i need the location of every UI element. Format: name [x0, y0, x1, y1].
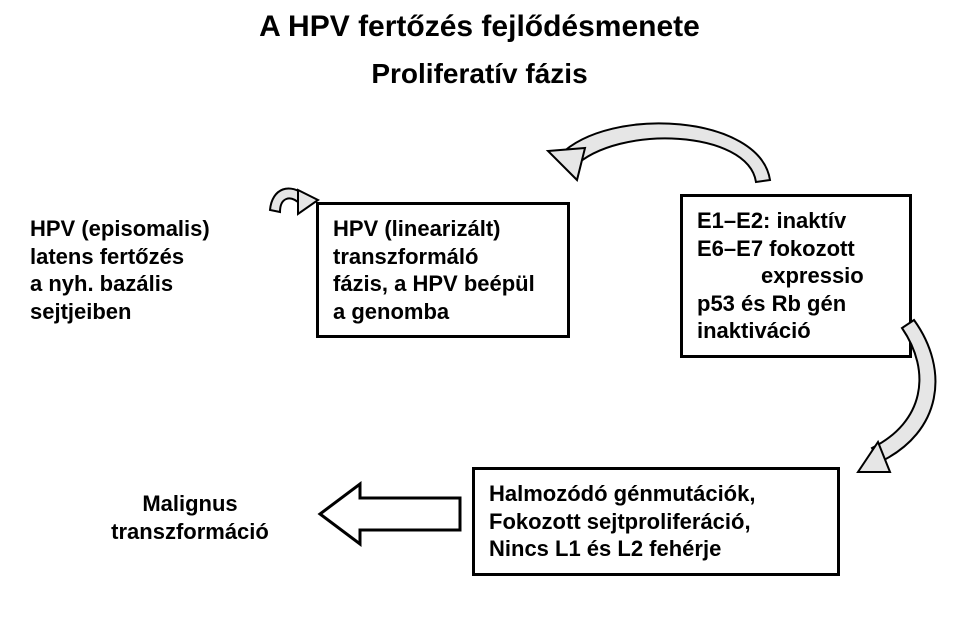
text-line-indent: expressio [697, 262, 895, 290]
text-line: fázis, a HPV beépül [333, 271, 535, 296]
text-line: E6–E7 fokozott [697, 236, 855, 261]
text-line: inaktiváció [697, 318, 811, 343]
text-line: latens fertőzés [30, 244, 184, 269]
text-line: a genomba [333, 299, 449, 324]
text-line: a nyh. bazális [30, 271, 173, 296]
text-line: E1–E2: inaktív [697, 208, 846, 233]
text-line: Fokozott sejtproliferáció, [489, 509, 751, 534]
text-line: p53 és Rb gén [697, 291, 846, 316]
page-title: A HPV fertőzés fejlődésmenete [0, 10, 959, 44]
text-line: HPV (linearizált) [333, 216, 500, 241]
text-line: HPV (episomalis) [30, 216, 210, 241]
text-line: transzformáció [111, 519, 269, 544]
page-subtitle: Proliferatív fázis [0, 58, 959, 90]
text-line: sejtjeiben [30, 299, 131, 324]
text-line: Nincs L1 és L2 fehérje [489, 536, 721, 561]
text-line: Malignus [142, 491, 237, 516]
text-line: transzformáló [333, 244, 478, 269]
arrow-top-return [548, 123, 770, 182]
arrow-into-mid [270, 188, 318, 214]
box-halmozodo: Halmozódó génmutációk, Fokozott sejtprol… [472, 467, 840, 576]
arrow-bottom-left [320, 484, 460, 544]
box-linearizalt: HPV (linearizált) transzformáló fázis, a… [316, 202, 570, 338]
box-episomalis: HPV (episomalis) latens fertőzés a nyh. … [30, 215, 260, 325]
box-e1e2: E1–E2: inaktív E6–E7 fokozott expressio … [680, 194, 912, 358]
text-line: Halmozódó génmutációk, [489, 481, 755, 506]
label-malignus: Malignus transzformáció [80, 490, 300, 545]
